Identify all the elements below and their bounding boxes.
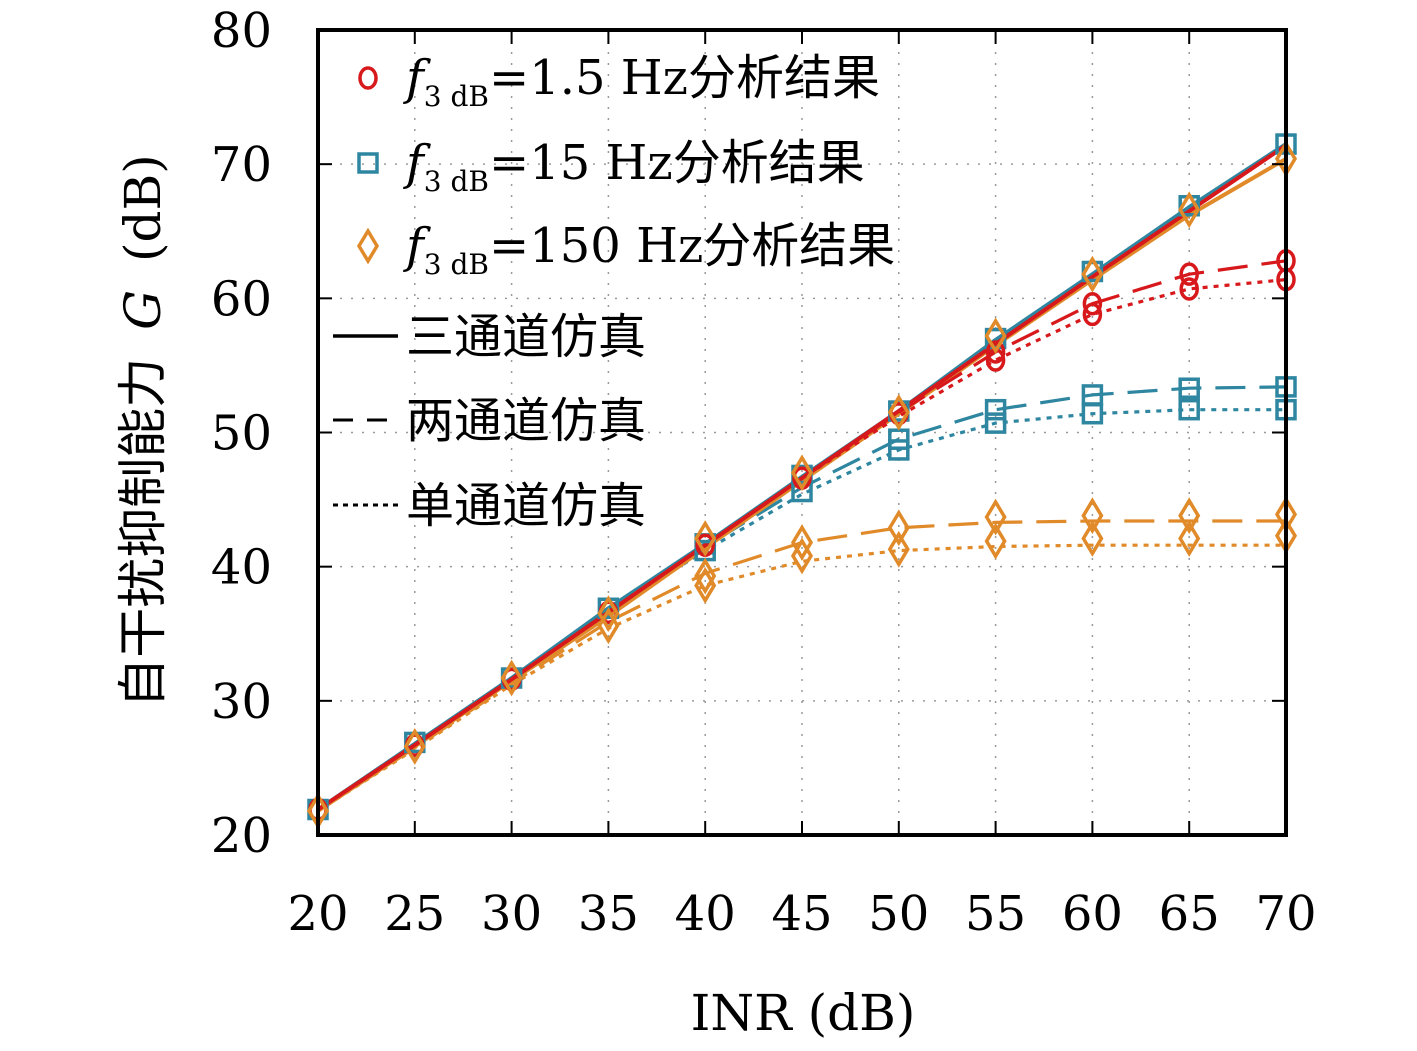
point-diamond	[403, 728, 426, 765]
point-diamond	[790, 524, 814, 561]
point-diamond	[790, 537, 814, 575]
y-tick-label: 30	[211, 674, 272, 730]
x-tick-label: 60	[1062, 886, 1123, 942]
legend-label-text: =15 Hz分析结果	[489, 135, 865, 191]
y-tick-labels: 20 30 40 50 60 70 80	[211, 3, 272, 864]
point-circle	[1082, 291, 1103, 316]
y-tick-label: 70	[211, 137, 272, 193]
x-axis-label: INR (dB)	[691, 984, 916, 1042]
legend-item: f3 dB=150 Hz分析结果	[356, 218, 895, 281]
point-square	[888, 439, 910, 461]
series-markers	[306, 133, 1298, 830]
y-axis-label-unit: (dB)	[114, 154, 172, 262]
point-diamond	[984, 498, 1007, 536]
point-diamond	[984, 522, 1007, 560]
point-square	[984, 412, 1007, 434]
point-diamond	[694, 520, 717, 557]
series-line-f1.5-dotted	[317, 278, 1287, 811]
point-diamond	[597, 607, 620, 645]
legend-label: f3 dB=150 Hz分析结果	[403, 218, 895, 281]
point-circle	[1179, 277, 1199, 301]
legend-swatch	[357, 152, 379, 174]
point-circle	[1082, 302, 1103, 327]
point-diamond	[887, 530, 910, 568]
legend-label-subscript: 3 dB	[424, 165, 489, 198]
x-tick-label: 30	[481, 886, 542, 942]
y-tick-label: 80	[211, 3, 272, 59]
point-diamond	[1178, 520, 1201, 557]
point-diamond	[887, 393, 910, 431]
series-line-f150-dotted	[317, 543, 1286, 813]
point-diamond	[694, 567, 717, 604]
point-square	[1178, 398, 1200, 421]
axis-ticks	[317, 29, 1287, 836]
y-tick-label: 50	[211, 406, 272, 462]
x-tick-label: 25	[384, 886, 445, 942]
point-square	[1178, 377, 1200, 399]
x-tick-label: 70	[1255, 886, 1316, 942]
legend-item: 两通道仿真	[333, 393, 646, 449]
point-circle	[985, 340, 1006, 364]
legend-label-subscript: 3 dB	[424, 248, 489, 281]
legend-item: 三通道仿真	[333, 309, 646, 365]
legend-label: 两通道仿真	[406, 393, 646, 449]
x-tick-label: 45	[771, 886, 832, 942]
legend-label: 单通道仿真	[406, 478, 646, 534]
x-tick-label: 65	[1159, 886, 1220, 942]
x-tick-label: 35	[578, 886, 639, 942]
point-diamond	[887, 509, 910, 547]
legend-label-subscript: 3 dB	[424, 80, 489, 113]
point-diamond	[790, 454, 814, 492]
point-square	[1081, 402, 1104, 425]
series-line-f15-dotted	[317, 408, 1286, 811]
x-tick-label: 40	[675, 886, 736, 942]
y-tick-label: 60	[211, 271, 272, 327]
point-square	[984, 398, 1007, 421]
y-tick-label: 20	[211, 808, 272, 864]
grid-lines	[318, 30, 1286, 835]
point-diamond	[1081, 255, 1104, 293]
x-tick-label: 50	[868, 886, 929, 942]
point-diamond	[500, 659, 523, 697]
point-diamond	[1178, 497, 1201, 535]
point-diamond	[1178, 191, 1201, 229]
y-axis-label-text: 自干扰抑制能力	[114, 358, 172, 708]
legend-label: f3 dB=15 Hz分析结果	[403, 135, 865, 198]
point-diamond	[694, 557, 717, 595]
point-circle	[1179, 262, 1199, 286]
point-diamond	[1081, 497, 1104, 535]
x-tick-label: 20	[287, 886, 348, 942]
legend-item: 单通道仿真	[333, 478, 646, 534]
point-diamond	[1081, 520, 1104, 557]
legend: f3 dB=1.5 Hz分析结果 f3 dB=15 Hz分析结果 f3 dB=150…	[333, 50, 895, 534]
x-tick-label: 55	[965, 886, 1026, 942]
y-axis-label: 自干扰抑制能力 G (dB)	[114, 154, 172, 708]
point-diamond	[597, 595, 620, 633]
legend-label-text: =150 Hz分析结果	[489, 218, 895, 274]
legend-label-text: =1.5 Hz分析结果	[489, 50, 880, 106]
x-tick-labels: 20 25 30 35 40 45 50 55 60 65 70	[287, 886, 1316, 942]
legend-swatch	[358, 66, 378, 90]
y-axis-label-symbol: G	[114, 290, 172, 330]
y-tick-label: 40	[211, 540, 272, 596]
point-diamond	[984, 317, 1007, 355]
legend-swatch	[356, 227, 380, 265]
point-square	[791, 480, 813, 503]
legend-label: 三通道仿真	[406, 309, 646, 365]
legend-item: f3 dB=1.5 Hz分析结果	[358, 50, 880, 113]
legend-label: f3 dB=1.5 Hz分析结果	[403, 50, 880, 113]
legend-item: f3 dB=15 Hz分析结果	[357, 135, 865, 198]
